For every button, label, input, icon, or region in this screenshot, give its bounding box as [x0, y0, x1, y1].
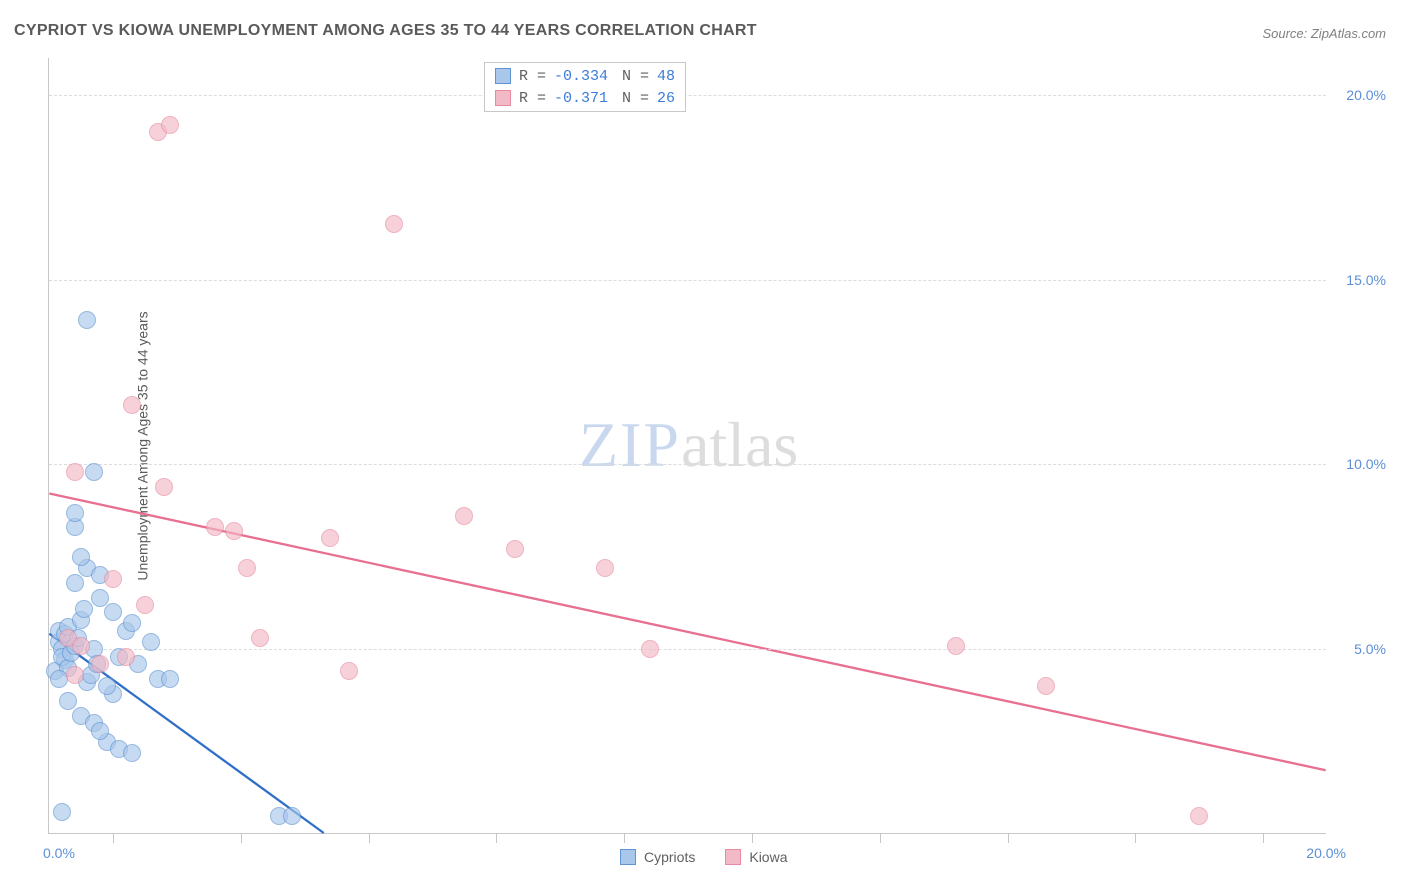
gridline-h [49, 280, 1326, 281]
y-tick-label: 20.0% [1346, 87, 1386, 103]
scatter-point [283, 807, 301, 825]
scatter-point [225, 522, 243, 540]
scatter-point [66, 504, 84, 522]
series-legend-label: Kiowa [749, 849, 787, 865]
scatter-point [104, 570, 122, 588]
scatter-point [75, 600, 93, 618]
scatter-point [136, 596, 154, 614]
scatter-point [123, 744, 141, 762]
scatter-point [251, 629, 269, 647]
x-tick-mark [496, 833, 497, 843]
scatter-point [72, 548, 90, 566]
series-legend-item: Cypriots [620, 849, 695, 865]
legend-swatch [495, 90, 511, 106]
x-tick-mark [369, 833, 370, 843]
legend-swatch [495, 68, 511, 84]
scatter-point [98, 677, 116, 695]
legend-r-value: -0.334 [554, 68, 614, 85]
legend-r-value: -0.371 [554, 90, 614, 107]
scatter-point [321, 529, 339, 547]
scatter-point [104, 603, 122, 621]
x-tick-mark [1263, 833, 1264, 843]
legend-row: R = -0.334 N = 48 [495, 65, 675, 87]
legend-n-value: 26 [657, 90, 675, 107]
legend-swatch [725, 849, 741, 865]
x-tick-mark [241, 833, 242, 843]
scatter-point [72, 637, 90, 655]
x-tick-mark [1135, 833, 1136, 843]
x-tick-mark [113, 833, 114, 843]
chart-title: CYPRIOT VS KIOWA UNEMPLOYMENT AMONG AGES… [14, 22, 757, 40]
legend-n-label: N = [622, 90, 649, 107]
scatter-point [206, 518, 224, 536]
watermark-atlas: atlas [681, 409, 798, 480]
correlation-legend: R = -0.334 N = 48 R = -0.371 N = 26 [484, 62, 686, 112]
scatter-point [1037, 677, 1055, 695]
y-tick-label: 5.0% [1354, 641, 1386, 657]
gridline-h [49, 95, 1326, 96]
scatter-point [59, 692, 77, 710]
x-tick-mark [880, 833, 881, 843]
scatter-point [78, 311, 96, 329]
scatter-point [66, 574, 84, 592]
source-label: Source: ZipAtlas.com [1262, 26, 1386, 41]
y-tick-label: 15.0% [1346, 272, 1386, 288]
legend-swatch [620, 849, 636, 865]
legend-row: R = -0.371 N = 26 [495, 87, 675, 109]
series-legend-label: Cypriots [644, 849, 695, 865]
legend-r-label: R = [519, 90, 546, 107]
plot-area: ZIPatlas 5.0%10.0%15.0%20.0%0.0%20.0% [48, 58, 1326, 834]
scatter-point [155, 478, 173, 496]
scatter-point [123, 614, 141, 632]
scatter-point [66, 463, 84, 481]
scatter-point [142, 633, 160, 651]
trend-lines [49, 58, 1326, 833]
x-tick-mark [1008, 833, 1009, 843]
scatter-point [91, 589, 109, 607]
scatter-point [117, 648, 135, 666]
scatter-point [123, 396, 141, 414]
legend-n-label: N = [622, 68, 649, 85]
y-tick-label: 10.0% [1346, 456, 1386, 472]
scatter-point [506, 540, 524, 558]
scatter-point [1190, 807, 1208, 825]
scatter-point [641, 640, 659, 658]
x-tick-label: 20.0% [1306, 845, 1346, 861]
scatter-point [91, 655, 109, 673]
scatter-point [161, 116, 179, 134]
watermark-zip: ZIP [579, 409, 681, 480]
scatter-point [161, 670, 179, 688]
scatter-point [340, 662, 358, 680]
x-tick-mark [752, 833, 753, 843]
gridline-h [49, 464, 1326, 465]
scatter-point [596, 559, 614, 577]
scatter-point [53, 803, 71, 821]
scatter-point [91, 722, 109, 740]
gridline-h [49, 649, 1326, 650]
scatter-point [238, 559, 256, 577]
watermark: ZIPatlas [579, 408, 798, 482]
scatter-point [85, 463, 103, 481]
scatter-point [385, 215, 403, 233]
series-legend: Cypriots Kiowa [620, 849, 788, 865]
scatter-point [66, 666, 84, 684]
scatter-point [947, 637, 965, 655]
scatter-point [455, 507, 473, 525]
x-tick-label: 0.0% [43, 845, 75, 861]
x-tick-mark [624, 833, 625, 843]
series-legend-item: Kiowa [725, 849, 787, 865]
legend-r-label: R = [519, 68, 546, 85]
legend-n-value: 48 [657, 68, 675, 85]
